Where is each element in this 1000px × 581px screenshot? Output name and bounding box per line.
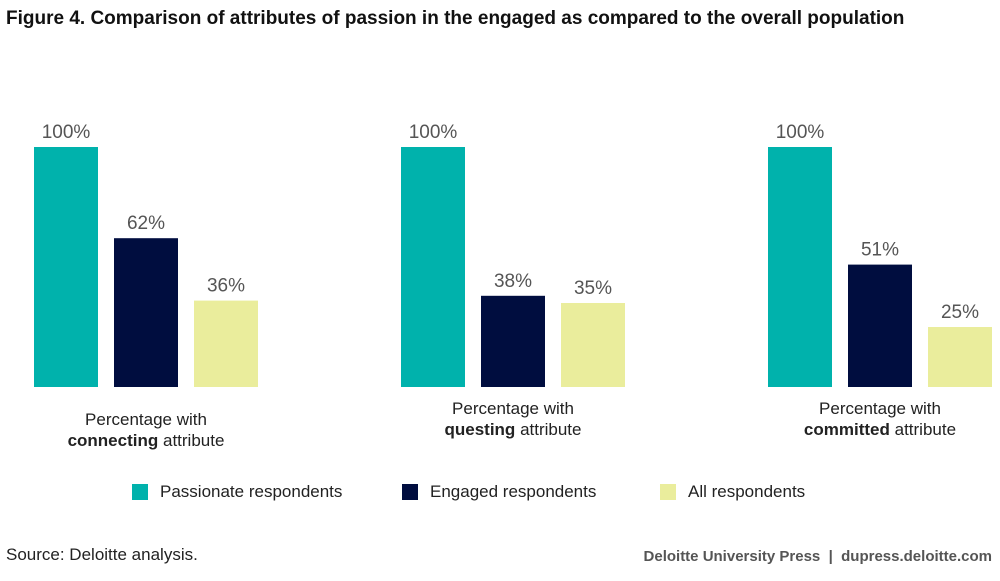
category-prefix: Percentage with [452,399,574,418]
value-label-engaged-connecting: 62% [127,213,165,234]
bar-passionate-connecting [34,147,98,387]
value-label-all-committed: 25% [941,302,979,323]
legend-item-engaged: Engaged respondents [402,482,596,502]
bar-all-questing [561,303,625,387]
value-label-passionate-committed: 100% [776,122,825,143]
bar-engaged-committed [848,264,912,387]
bar-passionate-committed [768,147,832,387]
value-label-passionate-questing: 100% [409,122,458,143]
category-suffix: attribute [894,420,957,439]
category-prefix: Percentage with [85,410,207,429]
legend-label: Passionate respondents [160,482,343,501]
category-keyword: connecting [67,431,159,450]
legend-swatch [402,484,418,500]
value-label-engaged-committed: 51% [861,240,899,261]
value-label-engaged-questing: 38% [494,271,532,292]
bar-engaged-questing [481,295,545,387]
value-label-passionate-connecting: 100% [42,122,91,143]
bar-all-connecting [194,300,258,387]
category-label-committed: Percentage with committed attribute [760,398,1000,440]
bar-all-committed [928,327,992,387]
legend-label: All respondents [688,482,806,501]
bar-passionate-questing [401,147,465,387]
publisher-credit: Deloitte University Press | dupress.delo… [643,548,992,565]
category-label-questing: Percentage with questing attribute [393,398,633,440]
category-suffix: attribute [520,420,582,439]
legend-item-all: All respondents [660,482,805,502]
legend-swatch [132,484,148,500]
value-label-all-questing: 35% [574,278,612,299]
value-label-all-connecting: 36% [207,276,245,297]
legend-item-passionate: Passionate respondents [132,482,342,502]
legend: Passionate respondents Engaged responden… [0,482,1000,506]
legend-swatch [660,484,676,500]
chart-title: Figure 4. Comparison of attributes of pa… [6,8,905,29]
category-keyword: committed [803,420,890,439]
legend-label: Engaged respondents [430,482,597,501]
category-keyword: questing [444,420,516,439]
category-suffix: attribute [162,431,225,450]
bar-engaged-connecting [114,238,178,387]
category-prefix: Percentage with [819,399,941,418]
category-label-connecting: Percentage with connecting attribute [26,409,266,451]
source-note: Source: Deloitte analysis. [6,545,198,564]
